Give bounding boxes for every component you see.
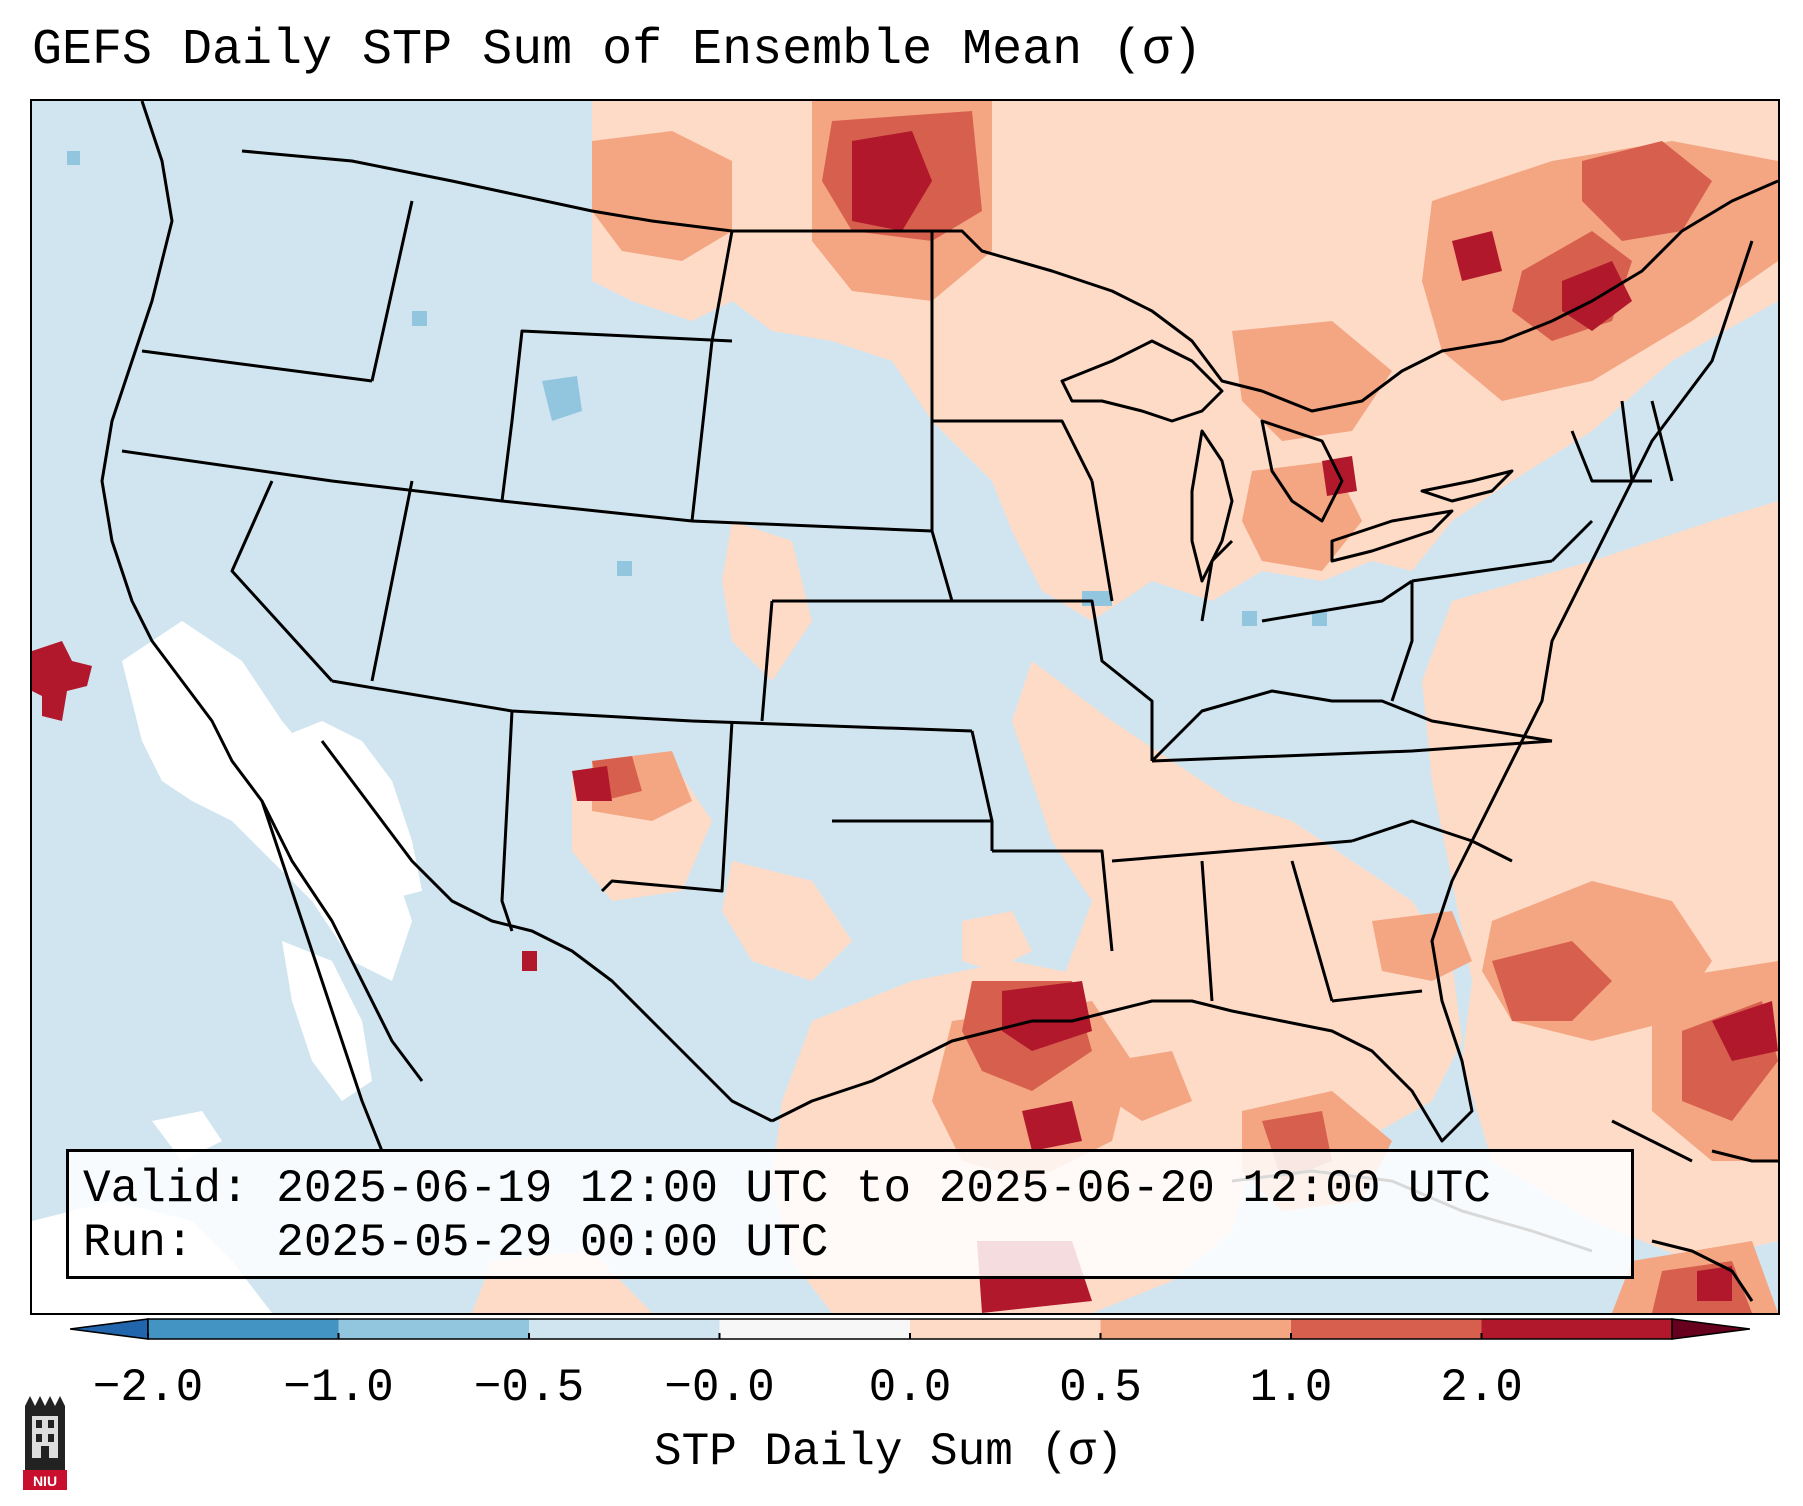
colorbar <box>70 1318 1750 1340</box>
valid-run-info-box: Valid: 2025-06-19 12:00 UTC to 2025-06-2… <box>66 1149 1634 1279</box>
run-label: Run: <box>83 1217 194 1269</box>
colorbar-tick-label: 0.5 <box>1059 1362 1142 1414</box>
colorbar-tick-label: 0.0 <box>868 1362 952 1414</box>
colorbar-bin <box>338 1319 530 1339</box>
colorbar-tick-label: 2.0 <box>1440 1362 1523 1414</box>
political-boundaries <box>100 101 1778 1302</box>
colorbar-bin <box>910 1319 1101 1339</box>
stp-map <box>32 101 1778 1313</box>
colorbar-bin <box>148 1319 339 1339</box>
map-panel[interactable] <box>30 99 1780 1315</box>
colorbar-extend-low <box>70 1318 149 1340</box>
colorbar-bin <box>529 1319 720 1339</box>
logo-text: NIU <box>33 1473 57 1489</box>
run-value: 2025-05-29 00:00 UTC <box>276 1217 829 1269</box>
colorbar-tick-label: −0.0 <box>664 1362 775 1414</box>
colorbar-bin <box>1100 1319 1292 1339</box>
colorbar-tick-label: −2.0 <box>92 1362 204 1414</box>
chart-title: GEFS Daily STP Sum of Ensemble Mean (σ) <box>32 22 1203 79</box>
colorbar-bin <box>1481 1319 1673 1339</box>
colorbar-extend-high <box>1671 1318 1750 1340</box>
colorbar-label: STP Daily Sum (σ) <box>654 1426 1124 1478</box>
colorbar-tick-label: 1.0 <box>1249 1362 1333 1414</box>
colorbar-tick-label: −1.0 <box>283 1362 394 1414</box>
valid-value: 2025-06-19 12:00 UTC to 2025-06-20 12:00… <box>276 1163 1491 1215</box>
colorbar-bin <box>1291 1319 1482 1339</box>
niu-logo-icon: NIU <box>23 1396 67 1490</box>
colorbar-bin <box>719 1319 911 1339</box>
valid-label: Valid: <box>83 1163 249 1215</box>
negative-anomaly <box>67 151 1327 626</box>
colorbar-tick-label: −0.5 <box>473 1362 585 1414</box>
